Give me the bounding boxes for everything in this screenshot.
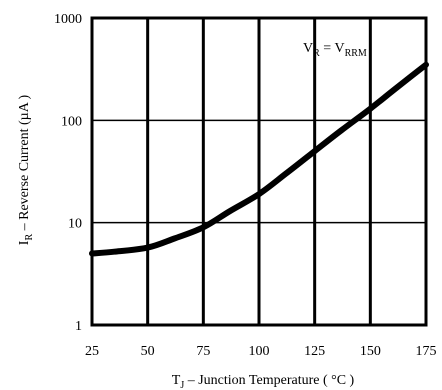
y-axis-title-rest: – Reverse Current (µA ) (17, 94, 32, 233)
annotation-eq: = V (320, 41, 345, 56)
x-tick-labels: 25 50 75 100 125 150 175 (85, 344, 437, 359)
y-axis-title-main: I (17, 240, 32, 245)
annotation-v1: V (303, 41, 313, 56)
x-tick-label: 175 (416, 344, 437, 359)
grid-lines (92, 18, 426, 325)
y-axis-title-sub: R (24, 234, 35, 241)
x-tick-label: 125 (304, 344, 325, 359)
x-tick-label: 100 (249, 344, 270, 359)
y-tick-label: 1000 (54, 12, 82, 27)
x-tick-label: 25 (85, 344, 99, 359)
annotation-sub-rrm: RRM (345, 48, 367, 59)
series-line-reverse-current (89, 61, 429, 257)
x-tick-label: 75 (196, 344, 210, 359)
y-tick-labels: 1 10 100 1000 (54, 12, 82, 334)
y-axis-title: IR – Reverse Current (µA ) (17, 94, 35, 245)
annotation-sub-r: R (313, 48, 320, 59)
x-tick-label: 150 (360, 344, 381, 359)
y-tick-label: 10 (68, 217, 82, 232)
x-axis-title-main: T (172, 373, 181, 388)
x-tick-label: 50 (141, 344, 155, 359)
x-axis-title-sub: J (180, 380, 184, 390)
y-tick-label: 1 (75, 319, 82, 334)
plot-frame (90, 16, 428, 327)
annotation-vr-equals-vrrm: VR = VRRM (303, 41, 367, 59)
x-axis-title-rest: – Junction Temperature ( °C ) (184, 373, 354, 388)
x-axis-title: TJ – Junction Temperature ( °C ) (172, 373, 355, 390)
y-tick-label: 100 (61, 114, 82, 129)
